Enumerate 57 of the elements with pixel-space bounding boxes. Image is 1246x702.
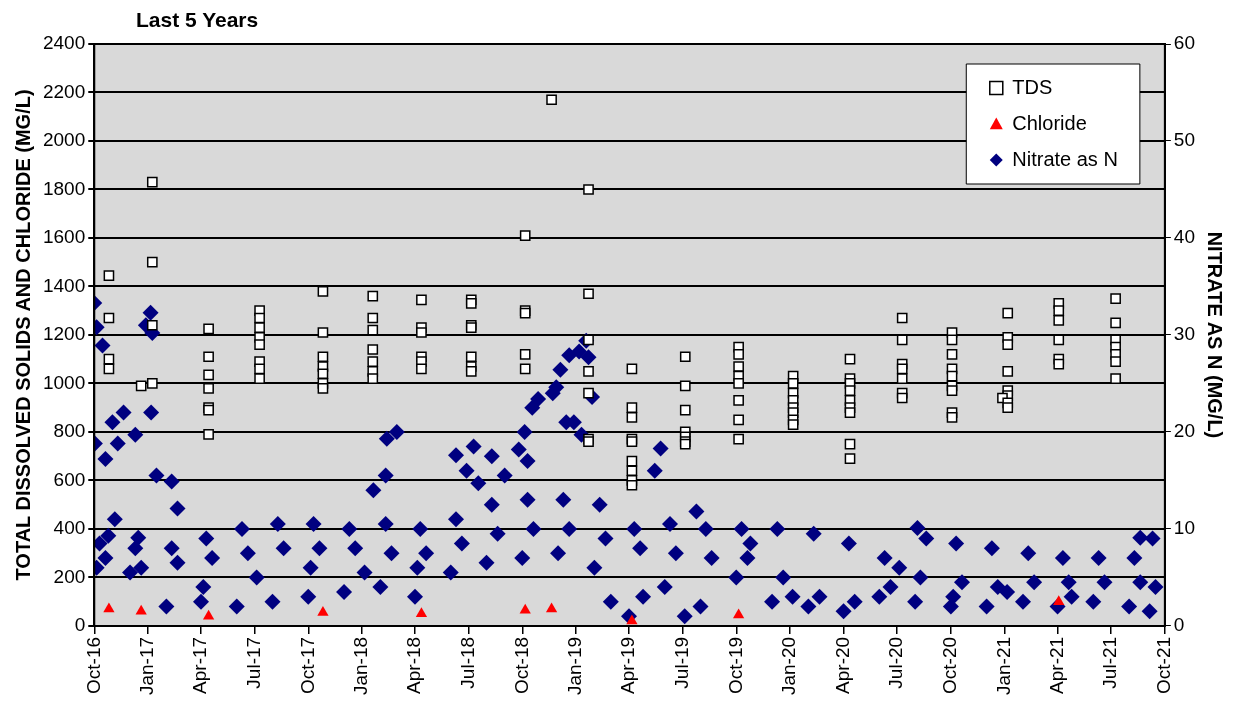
y-tick-label: 1400 [42,274,86,296]
point [317,606,329,616]
x-tick-label: Jan-21 [993,636,1015,696]
x-tick-label: Oct-17 [296,636,318,694]
legend-label: Nitrate as N [1012,147,1118,170]
point [519,603,531,614]
x-tick-label: Jul-21 [1099,636,1121,689]
point [732,608,745,619]
y-tick-label: 0 [74,614,86,636]
y2-tick-label: 60 [1173,32,1196,54]
x-tick-label: Jul-20 [885,636,907,689]
legend-label: Chloride [1012,111,1087,134]
y2-tick-label: 40 [1173,226,1196,248]
y-tick-label: 800 [53,420,86,442]
point [415,607,428,618]
x-tick-label: Oct-21 [1153,636,1175,694]
x-tick-label: Oct-19 [724,636,746,694]
y-tick-label: 600 [53,468,86,490]
y-axis-title: TOTAL DISSOLVED SOLIDS AND CHLORIDE (MG/L) [11,89,34,581]
y2-axis-title: NITRATE AS N (MG/L) [1204,231,1227,439]
x-tick-label: Jan-19 [564,636,586,696]
y2-tick-label: 30 [1173,323,1196,345]
x-tick-label: Apr-21 [1045,636,1067,694]
x-tick-label: Oct-18 [510,636,532,694]
x-tick-label: Jul-17 [242,636,264,689]
x-tick-label: Oct-20 [939,636,961,694]
x-tick-label: Apr-18 [403,636,425,694]
y-tick-label: 200 [53,565,86,587]
x-tick-label: Jul-18 [456,636,478,689]
y-tick-label: 1600 [42,226,86,248]
y-tick-label: 2200 [42,80,86,102]
x-tick-label: Apr-17 [189,636,211,694]
x-tick-label: Jan-20 [778,636,800,696]
point [1053,595,1065,605]
x-tick-label: Apr-20 [831,636,853,694]
point [135,604,147,615]
chart-title: Last 5 Years [136,8,259,32]
y2-tick-label: 0 [1173,614,1185,636]
y2-tick-label: 20 [1173,420,1196,442]
y-tick-label: 2000 [42,129,86,151]
x-tick-label: Jan-18 [350,636,372,696]
y-tick-label: 2400 [42,32,86,54]
y-tick-label: 1000 [42,371,86,393]
x-tick-label: Apr-19 [617,636,639,694]
y-tick-label: 400 [53,517,86,539]
x-tick-label: Jan-17 [136,636,158,696]
point [626,614,638,625]
y-tick-label: 1800 [42,177,86,199]
x-tick-label: Oct-16 [82,636,104,694]
point [103,602,115,613]
y2-tick-label: 10 [1173,517,1196,539]
point [545,602,558,613]
legend-label: TDS [1012,75,1053,98]
y2-tick-label: 50 [1173,129,1196,151]
point [202,609,215,620]
y-tick-label: 1200 [42,323,86,345]
x-tick-label: Jul-19 [670,636,692,689]
